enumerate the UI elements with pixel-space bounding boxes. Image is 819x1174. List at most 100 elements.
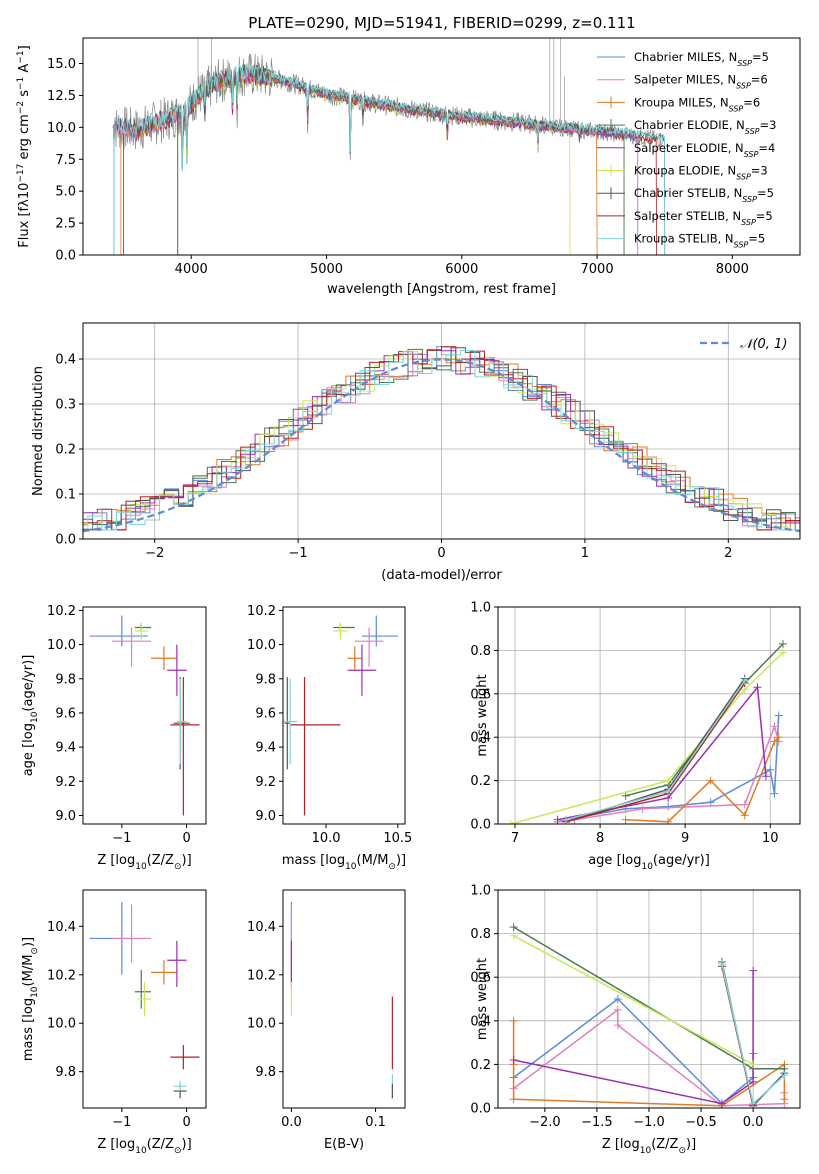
weight-marker-kroupa_elodie: [506, 820, 515, 824]
y-tick-label: 12.5: [47, 89, 76, 104]
frame-age_vs_mass: [282, 606, 406, 825]
x-axis-label-age_vs_mass: mass [log10(M/M⊙)]: [282, 853, 406, 872]
axes-mass_vs_Z: −1 0 9.8 10.0 10.2 10.4: [47, 920, 191, 1130]
residual-plot: [83, 346, 800, 533]
x-tick-label: 7: [511, 831, 519, 846]
x-tick-label: 6000: [445, 262, 478, 277]
y-tick-label: 0.0: [55, 249, 76, 264]
y-tick-label: 0.2: [55, 443, 76, 458]
spectrum-y-axis-label: Flux [fλ10−17 erg cm−2 s−1 A−1]: [16, 45, 32, 247]
weight-marker-kroupa_stelib: [717, 960, 726, 969]
y-tick-label: 10.0: [47, 121, 76, 136]
legend-label-kroupa_stelib: Kroupa STELIB, NSSP=5: [634, 232, 765, 250]
weight-marker-chabrier_miles: [766, 765, 775, 774]
weight-marker-salpeter_elodie: [749, 966, 758, 975]
y-tick-label: 9.0: [255, 809, 276, 824]
y-tick-label: 9.8: [55, 672, 76, 687]
weight-marker-chabrier_elodie: [621, 791, 630, 800]
y-tick-label: 9.2: [55, 775, 76, 790]
x-tick-label: 2: [724, 546, 732, 561]
weight-marker-salpeter_miles: [740, 800, 749, 809]
weight-line-kroupa_elodie: [513, 935, 754, 1066]
spectrum-plot: [112, 38, 666, 255]
axes-spectrum: 4000 5000 6000 7000 8000 0.0 2.5 5.0 7.5 10.0 12.5…: [47, 57, 749, 277]
x-tick-label: −1.0: [633, 1115, 665, 1130]
x-tick-label: 8000: [716, 262, 749, 277]
weight-marker-kroupa_miles: [621, 815, 630, 824]
weight-marker-kroupa_miles: [740, 811, 749, 820]
y-tick-label: 10.0: [47, 638, 76, 653]
weight-marker-chabrier_miles: [770, 789, 779, 798]
weight-marker-chabrier_elodie: [509, 923, 518, 932]
legend-normal-label: 𝒩(0, 1): [740, 337, 787, 352]
y-tick-label: 10.4: [247, 920, 276, 935]
y-tick-label: 9.6: [255, 706, 276, 721]
y-tick-label: 9.2: [255, 775, 276, 790]
y-tick-label: 0.6: [470, 687, 491, 702]
weight-marker-kroupa_elodie: [509, 931, 518, 940]
weight-marker-salpeter_elodie: [717, 1099, 726, 1108]
y-axis-label-mass_vs_Z: mass [log10(M/M⊙)]: [21, 937, 40, 1061]
x-tick-label: −1: [289, 546, 308, 561]
x-tick-label: −0.5: [685, 1115, 717, 1130]
weight-marker-kroupa_miles: [770, 737, 779, 746]
weight-marker-kroupa_stelib: [749, 1099, 758, 1108]
weight-marker-salpeter_elodie: [509, 1056, 518, 1065]
weight-marker-salpeter_miles: [613, 1021, 622, 1030]
legend-label-kroupa_miles: Kroupa MILES, NSSP=6: [634, 95, 760, 113]
x-tick-label: −1: [112, 1115, 131, 1130]
errorbar-plot-age_vs_mass: [283, 615, 398, 816]
weight-marker-salpeter_elodie: [749, 1077, 758, 1086]
weight-line-chabrier_miles: [513, 998, 754, 1105]
legend-label-kroupa_elodie: Kroupa ELODIE, NSSP=3: [634, 164, 768, 182]
weight-marker-kroupa_elodie: [778, 648, 787, 657]
axes-massweight_vs_age: 7 8 9 10 0.0 0.2 0.4 0.6 0.8 1.0: [470, 601, 800, 846]
x-tick-label: 10: [762, 831, 779, 846]
residual-y-axis-label: Normed distribution: [31, 366, 46, 496]
x-axis-label-mass_vs_ebv: E(B-V): [324, 1137, 364, 1152]
x-tick-label: 0.0: [743, 1115, 764, 1130]
weight-marker-kroupa_miles: [664, 817, 673, 824]
x-axis-label-mass_vs_Z: Z [log10(Z/Z⊙)]: [97, 1137, 191, 1156]
y-tick-label: 15.0: [47, 57, 76, 72]
y-tick-label: 0.2: [470, 1058, 491, 1073]
y-tick-label: 0.8: [470, 644, 491, 659]
y-tick-label: 10.2: [47, 968, 76, 983]
legend-label-chabrier_stelib: Chabrier STELIB, NSSP=5: [634, 186, 774, 204]
legend-label-salpeter_elodie: Salpeter ELODIE, NSSP=4: [634, 141, 775, 159]
weight-marker-chabrier_miles: [706, 798, 715, 807]
weight-marker-salpeter_elodie: [753, 683, 762, 692]
weight-marker-salpeter_elodie: [761, 772, 770, 781]
axes-age_vs_mass: 10.0 10.5 9.0 9.2 9.4 9.6 9.8 10.0 10.2: [247, 604, 412, 846]
legend-label-salpeter_miles: Salpeter MILES, NSSP=6: [634, 73, 768, 91]
weight-marker-kroupa_miles: [774, 733, 783, 742]
y-tick-label: 9.0: [55, 809, 76, 824]
weight-line-chabrier_elodie: [625, 643, 784, 797]
axes-mass_vs_ebv: 0.0 0.1 9.8 10.0 10.2 10.4: [247, 920, 386, 1130]
axes-age_vs_Z: −1 0 9.0 9.2 9.4 9.6 9.8 10.0 10.2: [47, 604, 191, 846]
y-tick-label: 0.4: [55, 353, 76, 368]
y-tick-label: 10.2: [247, 968, 276, 983]
y-tick-label: 10.0: [247, 1017, 276, 1032]
y-tick-label: 10.2: [247, 604, 276, 619]
weight-line-kroupa_miles: [625, 736, 780, 823]
weight-marker-chabrier_miles: [774, 711, 783, 720]
x-tick-label: 1: [581, 546, 589, 561]
y-tick-label: 0.8: [470, 927, 491, 942]
x-axis-label-massweight_vs_age: age [log10(age/yr)]: [588, 853, 710, 872]
weight-marker-salpeter_miles: [770, 722, 779, 731]
x-tick-label: −1: [112, 831, 131, 846]
y-tick-label: 0.1: [55, 488, 76, 503]
y-tick-label: 5.0: [55, 185, 76, 200]
frame-mass_vs_ebv: [282, 889, 406, 1109]
x-tick-label: −2.0: [529, 1115, 561, 1130]
weight-line-salpeter_miles: [557, 724, 780, 823]
model-line-chabrier_stelib: [113, 64, 666, 255]
x-tick-label: 8: [596, 831, 604, 846]
y-tick-label: 9.8: [55, 1065, 76, 1080]
model-line-kroupa_stelib: [113, 63, 666, 255]
residual-x-axis-label: (data-model)/error: [381, 568, 502, 583]
spectrum-x-axis-label: wavelength [Angstrom, rest frame]: [327, 282, 556, 297]
errorbar-plot-mass_vs_ebv: [290, 902, 393, 1099]
